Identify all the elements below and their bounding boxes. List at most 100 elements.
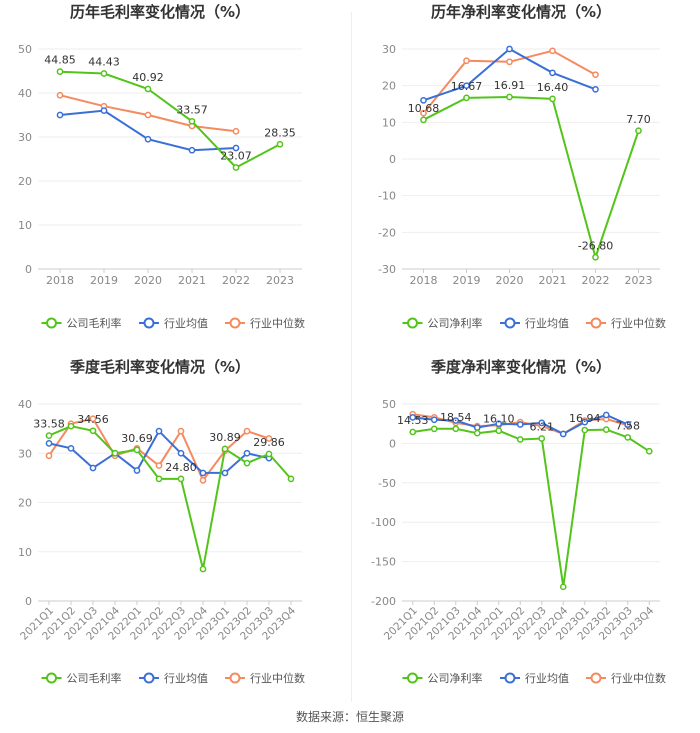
data-point[interactable] — [232, 127, 240, 135]
data-point[interactable] — [581, 418, 589, 426]
data-point[interactable] — [155, 475, 163, 483]
data-point[interactable] — [177, 475, 185, 483]
data-point[interactable] — [645, 447, 653, 455]
data-point[interactable] — [420, 109, 427, 117]
data-point[interactable] — [199, 469, 207, 477]
data-point[interactable] — [581, 426, 589, 434]
data-point[interactable] — [45, 440, 53, 447]
data-point[interactable] — [420, 116, 427, 124]
data-point[interactable] — [538, 435, 546, 442]
data-point[interactable] — [516, 421, 524, 428]
data-point[interactable] — [420, 96, 427, 104]
data-point[interactable] — [538, 419, 546, 427]
data-point[interactable] — [287, 475, 295, 483]
data-point[interactable] — [188, 117, 196, 125]
data-point[interactable] — [89, 415, 97, 423]
data-point[interactable] — [430, 416, 438, 424]
legend-item-3[interactable]: 行业中位数 — [586, 316, 666, 330]
data-point[interactable] — [602, 411, 610, 419]
data-point[interactable] — [463, 82, 470, 90]
data-point[interactable] — [463, 57, 470, 65]
data-point[interactable] — [111, 449, 119, 457]
data-point[interactable] — [221, 445, 229, 453]
data-point[interactable] — [463, 94, 470, 102]
legend-swatch-marker — [46, 672, 57, 684]
data-point[interactable] — [199, 565, 207, 573]
data-point[interactable] — [144, 111, 152, 119]
data-point[interactable] — [506, 45, 513, 53]
data-point[interactable] — [45, 452, 53, 460]
data-point[interactable] — [549, 95, 556, 103]
legend-item-3[interactable]: 行业中位数 — [586, 671, 666, 685]
data-point[interactable] — [100, 107, 108, 114]
data-point[interactable] — [506, 93, 513, 101]
data-point[interactable] — [232, 144, 240, 152]
data-point[interactable] — [133, 467, 141, 474]
y-tick-label: -100 — [371, 516, 396, 529]
data-point[interactable] — [155, 427, 163, 435]
data-point[interactable] — [592, 85, 599, 93]
data-point[interactable] — [232, 164, 240, 171]
data-point[interactable] — [495, 420, 503, 428]
series-2 — [56, 107, 240, 154]
data-point[interactable] — [495, 427, 503, 435]
data-point[interactable] — [473, 429, 481, 437]
data-point[interactable] — [549, 69, 556, 77]
data-point[interactable] — [56, 111, 64, 119]
data-point[interactable] — [144, 135, 152, 143]
data-point[interactable] — [67, 422, 75, 430]
legend-item-2[interactable]: 行业均值 — [500, 317, 569, 330]
data-point[interactable] — [549, 47, 556, 55]
data-point[interactable] — [592, 253, 599, 261]
legend-item-1[interactable]: 公司净利率 — [402, 316, 483, 330]
data-point[interactable] — [409, 414, 417, 421]
legend-item-1[interactable]: 公司毛利率 — [41, 316, 122, 330]
data-point[interactable] — [602, 426, 610, 433]
data-point[interactable] — [100, 70, 108, 77]
data-point[interactable] — [243, 449, 251, 457]
legend-item-1[interactable]: 公司毛利率 — [41, 671, 122, 685]
data-point[interactable] — [144, 85, 152, 93]
legend-item-1[interactable]: 公司净利率 — [402, 671, 483, 685]
data-point[interactable] — [559, 430, 567, 438]
data-point[interactable] — [188, 146, 196, 154]
data-point[interactable] — [221, 469, 229, 477]
data-point[interactable] — [199, 476, 207, 484]
data-point[interactable] — [624, 421, 632, 428]
data-point[interactable] — [452, 425, 460, 433]
chart-title: 季度毛利率变化情况（%） — [70, 358, 250, 376]
legend-item-3[interactable]: 行业中位数 — [225, 671, 305, 685]
legend-item-3[interactable]: 行业中位数 — [225, 316, 305, 330]
data-point[interactable] — [409, 428, 417, 436]
data-point[interactable] — [430, 425, 438, 433]
data-point[interactable] — [624, 434, 632, 441]
data-point[interactable] — [635, 127, 642, 135]
data-point[interactable] — [243, 459, 251, 467]
data-label: 23.07 — [220, 149, 252, 162]
legend-item-2[interactable]: 行业均值 — [500, 672, 569, 685]
data-point[interactable] — [45, 432, 53, 439]
data-point[interactable] — [473, 424, 481, 431]
data-point[interactable] — [592, 71, 599, 79]
data-point[interactable] — [155, 462, 163, 469]
data-point[interactable] — [67, 444, 75, 452]
y-tick-label: 20 — [18, 497, 32, 510]
data-point[interactable] — [559, 583, 567, 591]
data-point[interactable] — [177, 427, 185, 435]
data-point[interactable] — [452, 417, 460, 424]
data-point[interactable] — [56, 68, 64, 76]
data-point[interactable] — [506, 58, 513, 66]
data-point[interactable] — [265, 450, 273, 458]
data-point[interactable] — [133, 446, 141, 454]
legend-item-2[interactable]: 行业均值 — [139, 672, 208, 685]
data-point[interactable] — [276, 140, 284, 148]
legend-item-2[interactable]: 行业均值 — [139, 317, 208, 330]
data-point[interactable] — [89, 427, 97, 435]
data-point[interactable] — [265, 435, 273, 442]
data-point[interactable] — [56, 91, 64, 99]
data-point[interactable] — [516, 436, 524, 443]
data-point[interactable] — [89, 464, 97, 472]
x-tick-label: 2018 — [410, 274, 438, 287]
data-point[interactable] — [177, 449, 185, 457]
data-point[interactable] — [243, 427, 251, 435]
